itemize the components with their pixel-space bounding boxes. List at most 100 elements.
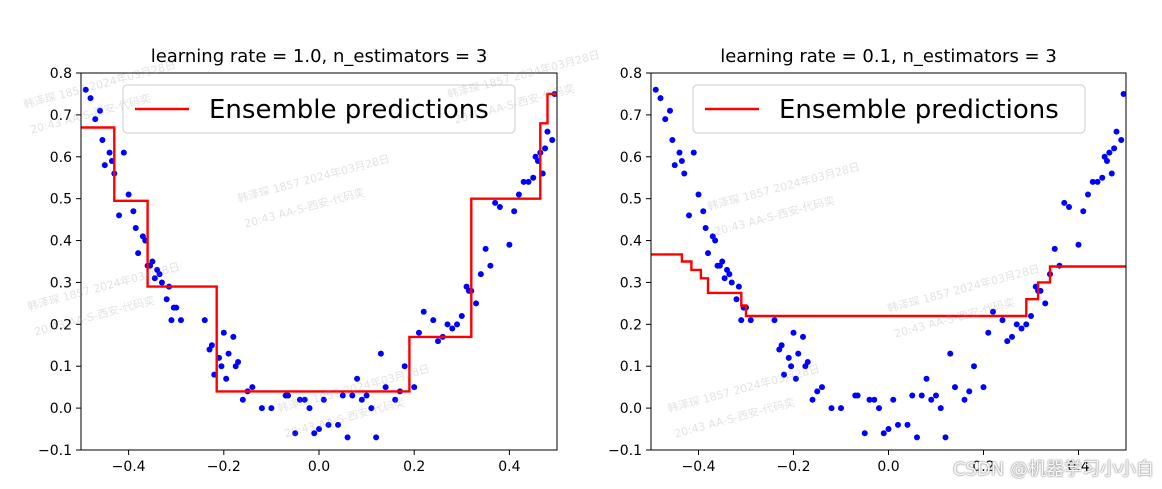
data-point	[937, 405, 944, 412]
data-point	[311, 430, 318, 437]
subplot-right: learning rate = 0.1, n_estimators = 3 −0.…	[608, 46, 1127, 475]
data-point	[747, 317, 754, 324]
data-point	[966, 388, 973, 395]
data-point	[778, 342, 785, 349]
data-point	[719, 258, 726, 265]
data-point	[1099, 174, 1106, 181]
y-tick-label: 0.7	[50, 108, 72, 124]
chart-title: learning rate = 0.1, n_estimators = 3	[720, 46, 1057, 67]
data-point	[87, 95, 94, 102]
data-point	[809, 396, 816, 403]
data-point	[928, 396, 935, 403]
data-point	[116, 212, 123, 219]
data-point	[358, 396, 365, 403]
ensemble-prediction-line	[651, 253, 1126, 318]
data-point	[349, 392, 356, 399]
plot-area	[81, 86, 557, 441]
data-point	[861, 430, 868, 437]
data-point	[1028, 312, 1034, 319]
data-point	[733, 296, 740, 303]
data-point	[496, 204, 503, 211]
data-point	[208, 342, 215, 349]
data-point	[506, 241, 513, 248]
y-tick-label: 0.0	[50, 401, 72, 417]
data-point	[542, 145, 549, 152]
data-point	[92, 116, 99, 123]
data-point	[1066, 204, 1072, 211]
data-point	[695, 191, 702, 198]
data-point	[218, 363, 225, 370]
axes-frame	[80, 72, 558, 451]
data-point	[230, 333, 237, 340]
data-point	[942, 434, 949, 441]
credit-label: CSDN @机器学习小小白	[952, 459, 1154, 480]
data-point	[435, 338, 441, 345]
data-point	[792, 375, 799, 382]
data-point	[1004, 338, 1011, 345]
legend-box	[122, 84, 516, 134]
data-point	[795, 350, 802, 357]
data-point	[918, 392, 925, 399]
data-point	[306, 405, 313, 412]
data-point	[854, 392, 861, 399]
data-point	[838, 405, 844, 412]
data-point	[285, 392, 292, 399]
data-point	[738, 317, 745, 324]
data-point	[814, 388, 821, 395]
x-tick-label: 0.4	[1067, 459, 1089, 475]
data-point	[657, 95, 664, 102]
ensemble-prediction-line	[81, 92, 557, 393]
data-point	[525, 178, 532, 185]
data-point	[712, 237, 719, 244]
data-point	[363, 392, 370, 399]
x-tick-label: 0.2	[972, 459, 994, 475]
data-point	[1089, 178, 1096, 185]
data-point	[980, 384, 987, 391]
data-point	[1080, 208, 1087, 215]
data-point	[549, 137, 556, 144]
data-point	[667, 107, 673, 114]
data-point	[201, 317, 208, 324]
data-point	[1023, 321, 1030, 328]
data-point	[1042, 300, 1049, 307]
data-point	[120, 149, 127, 156]
data-point	[1018, 325, 1025, 332]
x-tick-label: −0.4	[112, 459, 146, 475]
x-tick-label: 0.2	[403, 459, 425, 475]
y-tick-label: 0.1	[50, 359, 72, 375]
data-point	[1108, 170, 1115, 177]
data-point	[1094, 178, 1101, 185]
y-tick-label: 0.1	[620, 359, 642, 375]
x-tick-label: 0.4	[498, 459, 520, 475]
data-point	[876, 405, 882, 412]
data-point	[690, 149, 697, 156]
data-point	[885, 426, 892, 433]
y-tick-label: 0.8	[620, 66, 642, 82]
data-point	[1061, 199, 1068, 206]
y-tick-label: 0.8	[50, 66, 72, 82]
data-point	[781, 371, 787, 378]
data-point	[678, 157, 685, 164]
data-point	[82, 86, 89, 93]
data-point	[890, 396, 897, 403]
data-point	[392, 396, 399, 403]
data-point	[866, 396, 873, 403]
y-tick-label: 0.0	[620, 401, 642, 417]
data-point	[681, 170, 688, 177]
data-point	[990, 308, 996, 315]
x-tick-label: 0.0	[877, 459, 899, 475]
data-point	[1106, 149, 1113, 156]
data-point	[325, 421, 332, 428]
plot-area	[651, 86, 1126, 441]
data-point	[676, 149, 683, 156]
data-point	[1111, 145, 1118, 152]
data-point	[828, 405, 835, 412]
data-point	[961, 396, 968, 403]
data-point	[904, 421, 911, 428]
data-point	[473, 300, 480, 307]
y-tick-label: 0.6	[620, 150, 642, 166]
data-point	[788, 363, 795, 370]
data-point	[430, 317, 437, 324]
legend-label: Ensemble predictions	[209, 95, 489, 125]
